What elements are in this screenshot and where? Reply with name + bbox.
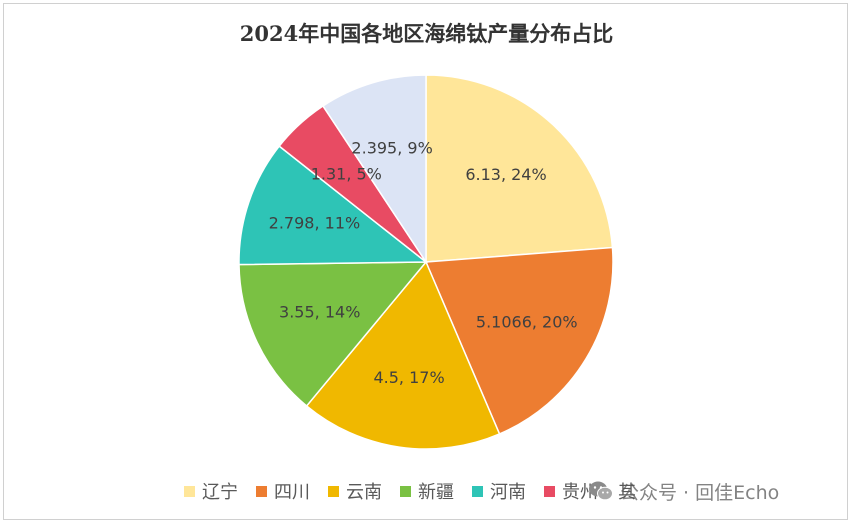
legend-swatch: [256, 485, 267, 497]
legend-truncated-text: 其: [618, 482, 636, 503]
legend-label: 新疆: [418, 482, 454, 503]
wechat-icon: [589, 481, 613, 501]
legend-label: 四川: [274, 482, 310, 503]
data-label-云南: 4.5, 17%: [373, 368, 444, 387]
legend-swatch: [472, 485, 483, 497]
legend-item-贵州: 贵州: [544, 478, 598, 504]
data-label-新疆: 3.55, 14%: [279, 302, 360, 321]
pie-slice-云南: [305, 260, 501, 450]
pie-slice-河南: [238, 145, 429, 266]
legend-swatch: [184, 485, 195, 497]
data-label-四川: 5.1066, 20%: [476, 313, 578, 332]
watermark-credit-text: 公众号 · 回佳Echo: [620, 481, 780, 504]
legend-swatch: [328, 485, 339, 497]
watermark-credit: 公众号 · 回佳Echo: [588, 478, 779, 504]
data-label-其他: 2.395, 9%: [351, 139, 432, 158]
legend-swatch: [400, 485, 411, 497]
data-label-河南: 2.798, 11%: [269, 214, 361, 233]
pie-slice-四川: [424, 246, 614, 435]
pie-slice-辽宁: [425, 74, 614, 263]
legend-item-四川: 四川: [256, 478, 310, 504]
legend-item-云南: 云南: [328, 478, 382, 504]
legend-swatch: [544, 485, 555, 497]
legend-item-新疆: 新疆: [400, 478, 454, 504]
legend-item-辽宁: 辽宁: [184, 478, 238, 504]
legend-label: 河南: [490, 482, 526, 503]
pie-slice-新疆: [238, 261, 428, 407]
chart-title: 2024年中国各地区海绵钛产量分布占比: [239, 21, 614, 46]
legend-label: 云南: [346, 482, 382, 503]
data-label-辽宁: 6.13, 24%: [465, 165, 546, 184]
legend-label: 辽宁: [202, 482, 238, 503]
chart-legend: 辽宁 四川 云南 新疆 河南 贵州其: [184, 477, 636, 505]
legend-label: 贵州: [562, 482, 598, 503]
data-label-贵州: 1.31, 5%: [311, 165, 382, 184]
legend-item-河南: 河南: [472, 478, 526, 504]
pie-slice-其他: [321, 74, 427, 265]
